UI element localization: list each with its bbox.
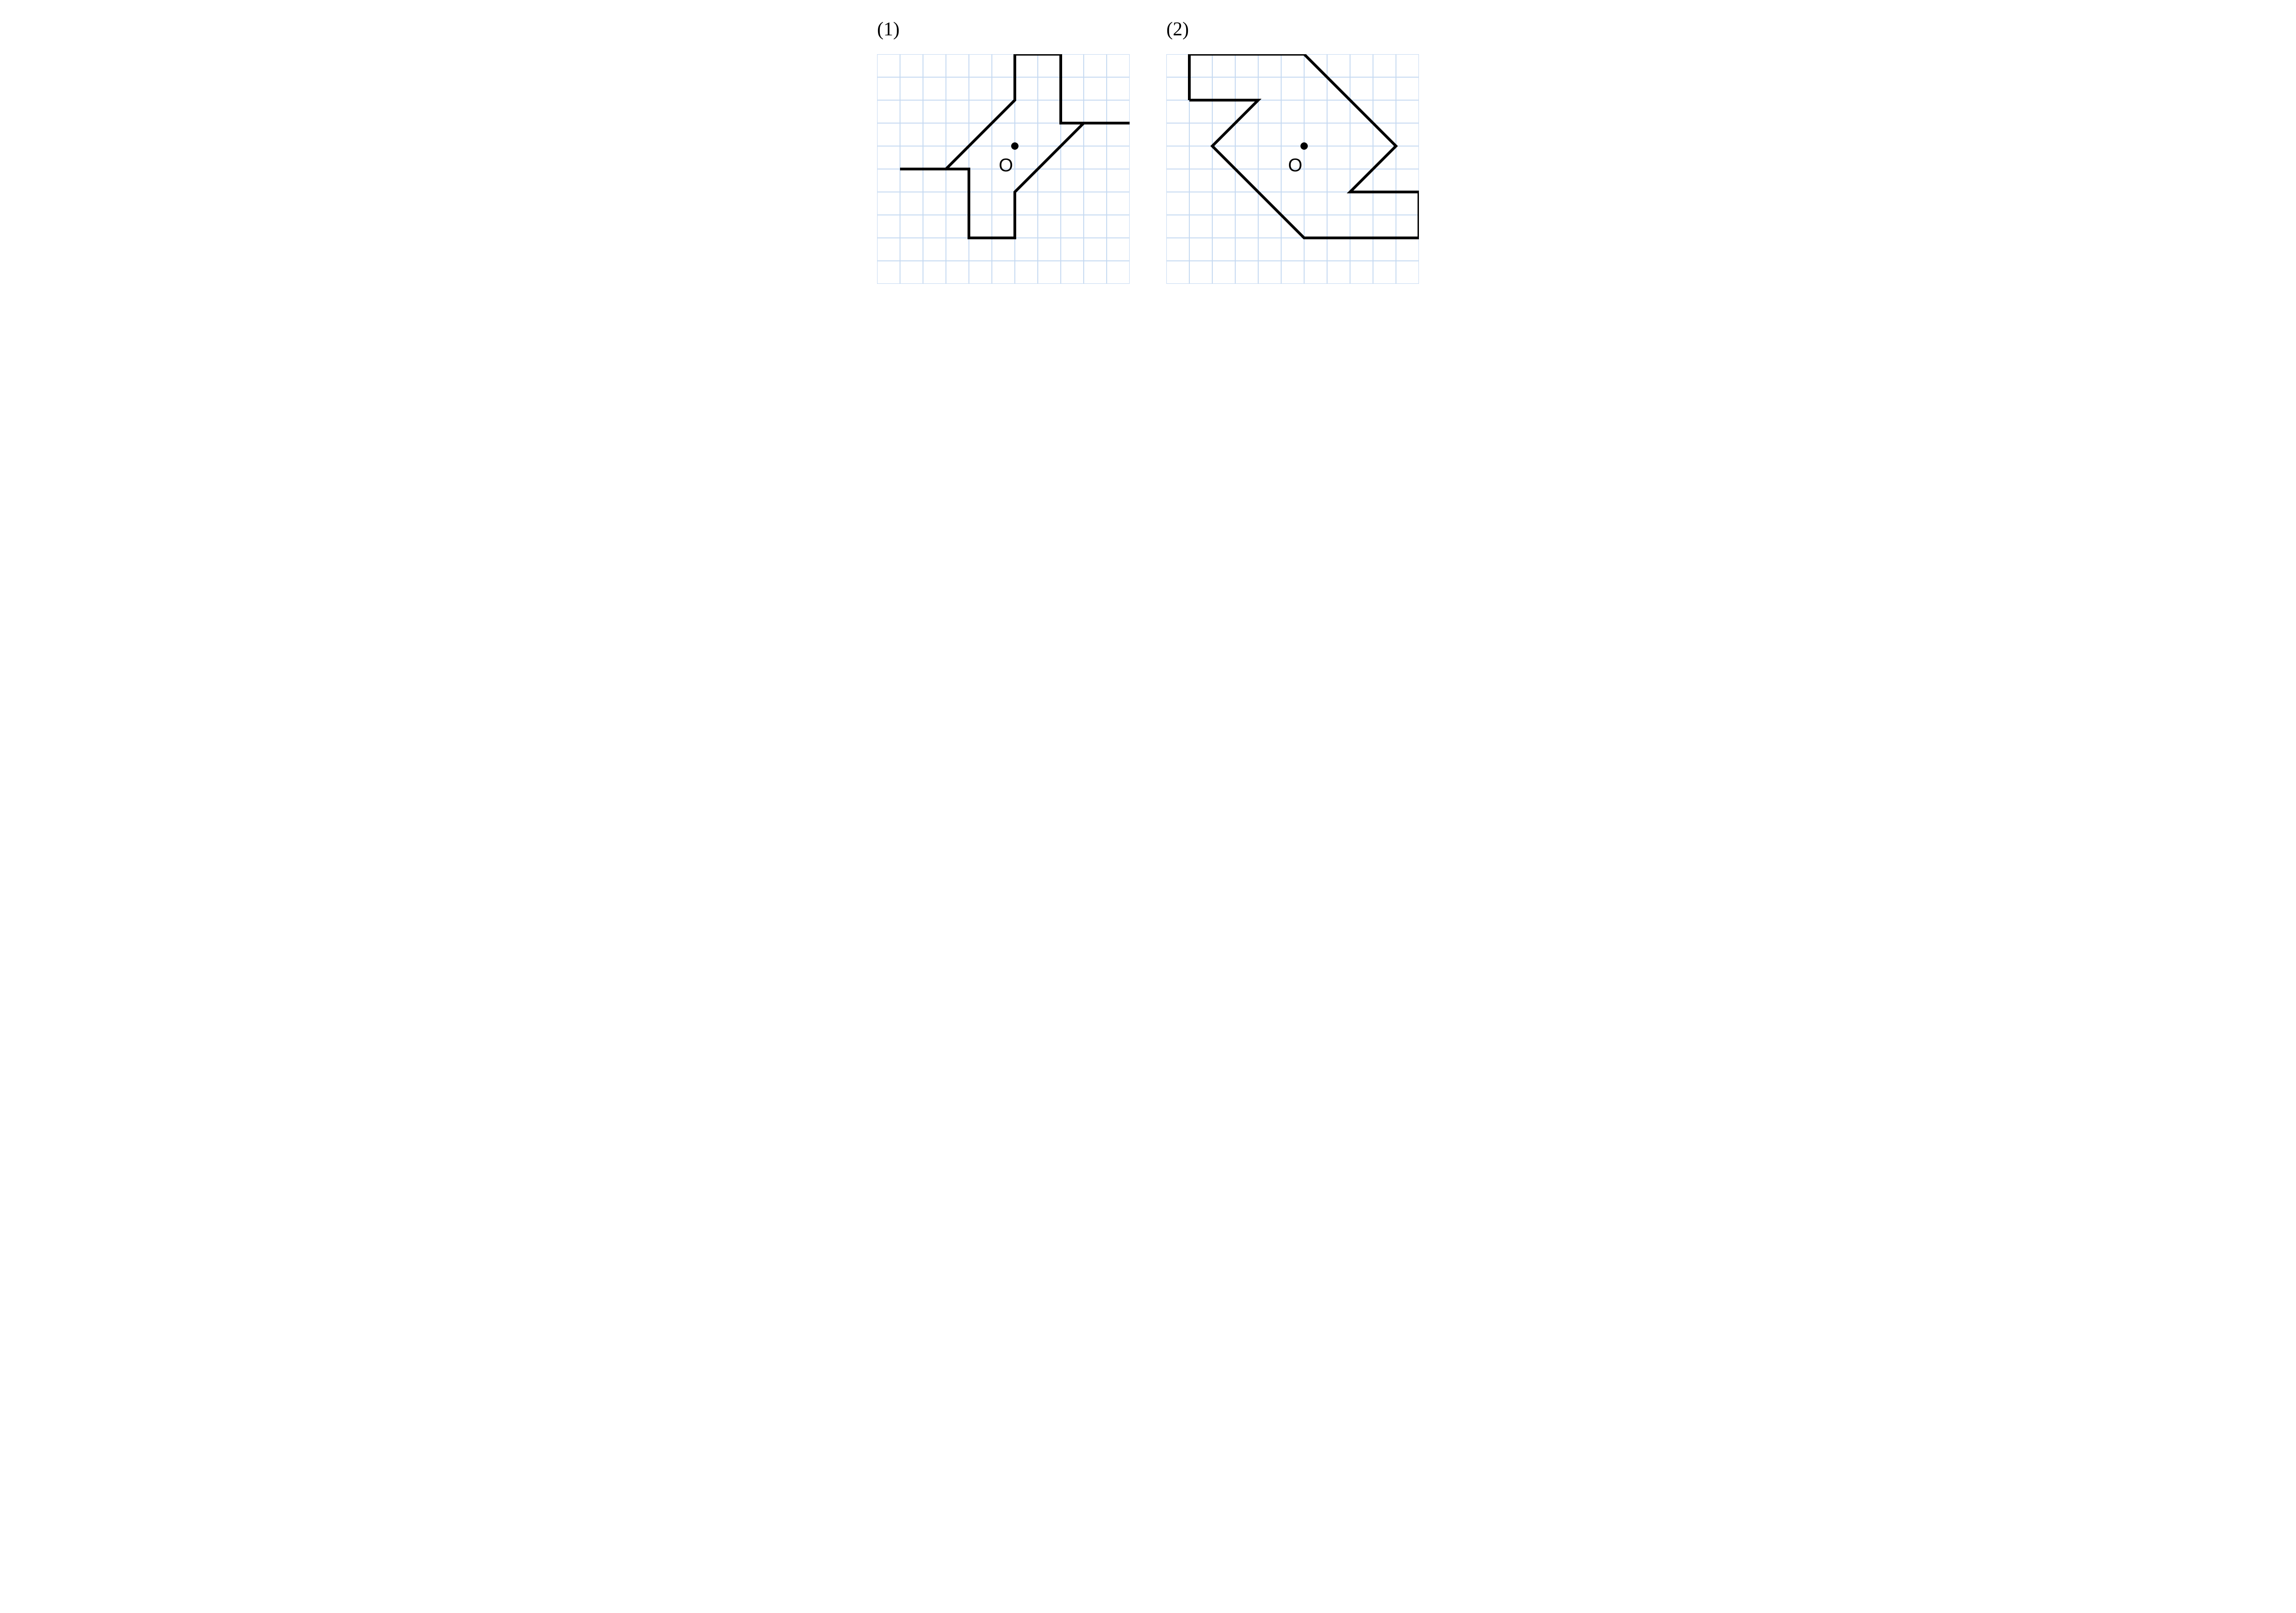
panel-1-svg: O	[877, 54, 1130, 284]
panel-1-label: (1)	[877, 18, 1130, 40]
diagram-container: (1) O (2) O	[18, 18, 2278, 284]
svg-text:O: O	[999, 155, 1013, 175]
panel-2-svg: O	[1166, 54, 1419, 284]
panel-1: (1) O	[877, 18, 1130, 284]
panel-2: (2) O	[1166, 18, 1419, 284]
panel-2-label: (2)	[1166, 18, 1419, 40]
svg-text:O: O	[1288, 155, 1302, 175]
